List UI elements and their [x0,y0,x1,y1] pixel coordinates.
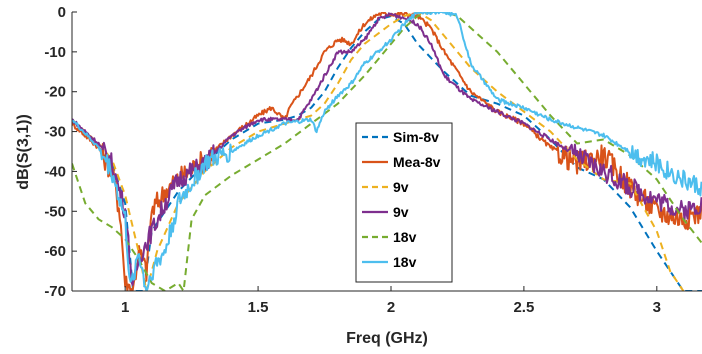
legend-label: Mea-8v [393,154,441,170]
series-line-5 [72,12,702,291]
legend: Sim-8v Mea-8v 9v 9v 18v 18v [355,122,453,283]
tick-labels: 1 1.5 2 2.5 3 0 -10 -20 -30 -40 -50 -60 -70 [44,4,661,316]
y-tick-label: -50 [44,203,66,220]
series-line-6 [72,12,702,291]
legend-items: Sim-8v Mea-8v 9v 9v 18v 18v [362,129,441,270]
x-axis-label: Freq (GHz) [346,330,428,347]
y-tick-label: -20 [44,84,66,101]
legend-label: 9v [393,179,409,195]
legend-box [355,122,453,283]
series-line-4 [72,12,702,286]
series-line-3 [72,12,685,291]
y-tick-label: -70 [44,283,66,300]
x-tick-label: 1 [121,299,129,316]
legend-label: 9v [393,204,409,220]
y-tick-label: -60 [44,243,66,260]
y-tick-label: -30 [44,124,66,141]
legend-label: 18v [393,229,417,245]
y-tick-label: -10 [44,44,66,61]
legend-label: 18v [393,254,417,270]
series-layer [72,12,702,291]
axes-layer [71,11,702,292]
y-tick-label: -40 [44,163,66,180]
x-tick-label: 2.5 [513,299,534,316]
y-tick-label: 0 [58,4,66,21]
x-tick-label: 3 [653,299,661,316]
y-axis-label: dB(S(3,1)) [15,114,32,190]
legend-label: Sim-8v [393,129,439,145]
x-tick-label: 1.5 [248,299,269,316]
x-tick-label: 2 [387,299,395,316]
